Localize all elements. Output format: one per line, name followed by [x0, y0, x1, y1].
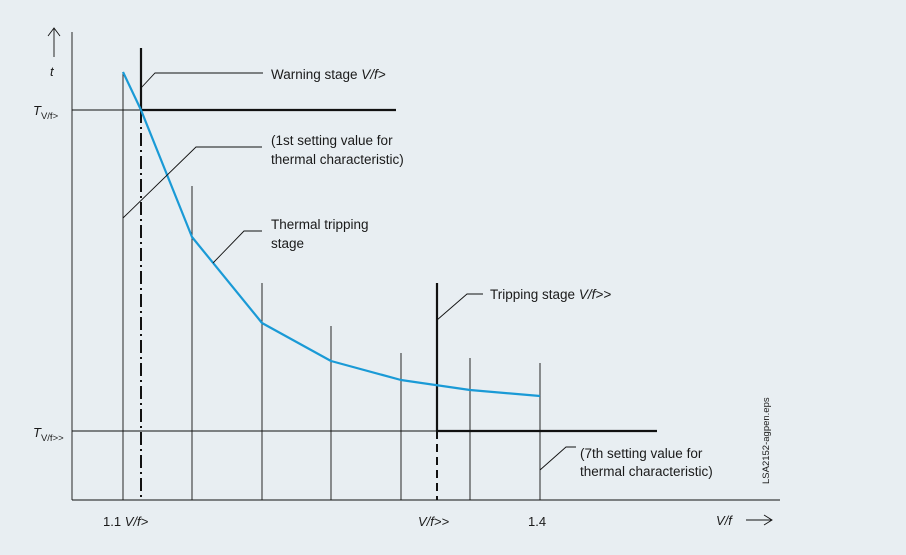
thermal-tripping-curve [122, 71, 541, 398]
thermal-stage-label-line2: stage [271, 236, 304, 251]
tripping-stage-label: Tripping stage V/f>> [490, 287, 611, 302]
x-tick-warning-threshold: 1.1 V/f> [103, 514, 149, 529]
y-tick-warning-time: TV/f> [33, 103, 59, 122]
y-tick-trip-time: TV/f>> [33, 425, 64, 444]
thermal-stage-label-line1: Thermal tripping [271, 217, 369, 232]
x-axis-label: V/f [716, 513, 733, 528]
y-axis-arrow-icon [47, 27, 61, 57]
y-axis-label: t [50, 64, 55, 79]
x-axis-arrow-icon [746, 514, 773, 526]
first-setting-label-line2: thermal characteristic) [271, 152, 404, 167]
seventh-setting-label-line1: (7th setting value for [580, 446, 703, 461]
seventh-setting-label-line2: thermal characteristic) [580, 464, 713, 479]
first-setting-label-line1: (1st setting value for [271, 133, 393, 148]
warning-stage-line [139, 48, 396, 500]
x-tick-trip-threshold: V/f>> [418, 514, 449, 529]
tripping-stage-line [435, 283, 657, 500]
warning-stage-label: Warning stage V/f> [271, 67, 386, 82]
figure-code: LSA2152-agpen.eps [761, 397, 772, 484]
leader-lines [122, 72, 576, 471]
x-tick-max: 1.4 [528, 514, 546, 529]
